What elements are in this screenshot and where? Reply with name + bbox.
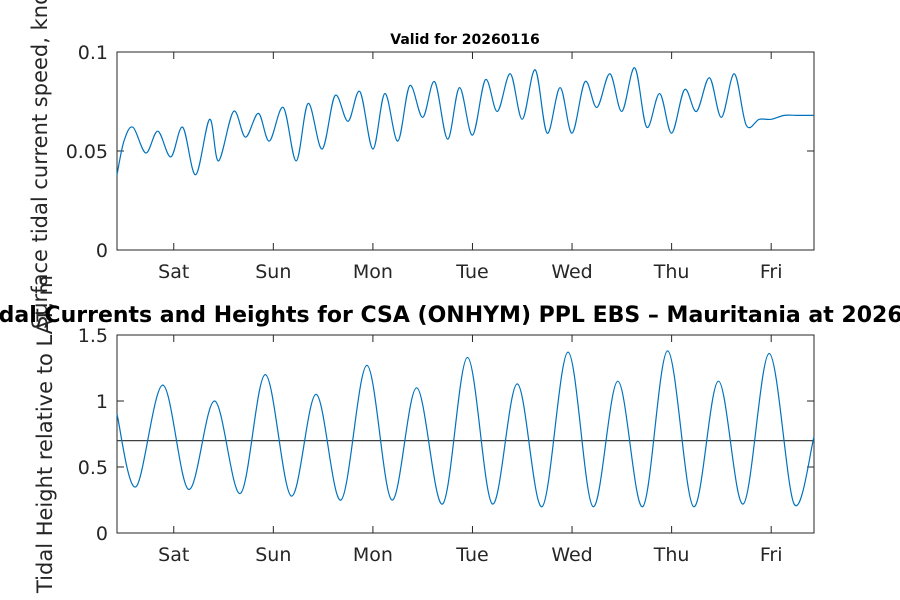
bottom-chart-title: Tidal Currents and Heights for CSA (ONHY… bbox=[0, 303, 900, 328]
bottom-series-group bbox=[116, 350, 815, 508]
top-chart-title: Valid for 20260116 bbox=[390, 32, 539, 48]
bottom-x-tick-label: Mon bbox=[353, 544, 393, 566]
bottom-x-tick-label: Wed bbox=[551, 544, 592, 566]
top-x-tick-label: Wed bbox=[551, 261, 592, 283]
bottom-series-line bbox=[116, 350, 815, 508]
top-x-tick-label: Thu bbox=[653, 261, 690, 283]
top-x-tick-label: Tue bbox=[455, 261, 488, 283]
top-x-tick-label: Mon bbox=[353, 261, 393, 283]
bottom-plot-area bbox=[116, 334, 815, 534]
bottom-x-tick-label: Fri bbox=[760, 544, 783, 566]
top-x-tick-label: Sun bbox=[255, 261, 291, 283]
bottom-x-tick-label: Sun bbox=[255, 544, 291, 566]
bottom-x-tick-label: Tue bbox=[455, 544, 488, 566]
bottom-y-tick-label: 0.5 bbox=[78, 457, 108, 479]
top-y-tick-label: 0.1 bbox=[78, 42, 108, 64]
top-series-group bbox=[116, 67, 814, 176]
bottom-x-ticks: Sat Sun Mon Tue Wed Thu Fri bbox=[158, 335, 783, 566]
top-y-tick-label: 0 bbox=[96, 240, 108, 262]
bottom-x-tick-label: Sat bbox=[158, 544, 189, 566]
top-plot-area bbox=[116, 51, 815, 251]
top-x-tick-label: Sat bbox=[158, 261, 189, 283]
bottom-y-tick-label: 1 bbox=[96, 391, 108, 413]
bottom-y-tick-label: 1.5 bbox=[78, 325, 108, 347]
top-y-ticks: 0 0.05 0.1 bbox=[66, 42, 814, 262]
current-speed-chart: Valid for 20260116 Surface tidal current… bbox=[28, 0, 815, 329]
bottom-x-tick-label: Thu bbox=[653, 544, 690, 566]
top-y-axis-label: Surface tidal current speed, knots bbox=[28, 0, 52, 329]
bottom-y-axis-label: Tidal Height relative to LAT, m bbox=[33, 275, 57, 594]
top-x-ticks: Sat Sun Mon Tue Wed Thu Fri bbox=[158, 52, 783, 283]
top-x-tick-label: Fri bbox=[760, 261, 783, 283]
top-y-tick-label: 0.05 bbox=[66, 141, 108, 163]
tidal-height-chart: Tidal Height relative to LAT, m 0 0.5 1 1.5… bbox=[0, 275, 900, 594]
top-series-line bbox=[116, 67, 814, 176]
bottom-y-tick-label: 0 bbox=[96, 523, 108, 545]
bottom-y-ticks: 0 0.5 1 1.5 bbox=[78, 325, 814, 545]
